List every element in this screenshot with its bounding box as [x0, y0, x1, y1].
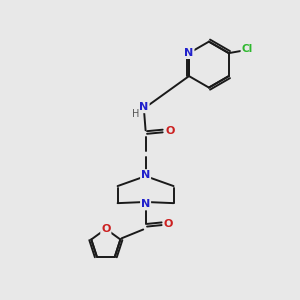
Text: O: O — [101, 224, 110, 234]
Text: N: N — [141, 200, 150, 209]
Text: O: O — [165, 126, 174, 136]
Text: H: H — [132, 109, 140, 119]
Text: N: N — [141, 170, 150, 180]
Text: Cl: Cl — [242, 44, 253, 54]
Text: O: O — [164, 219, 173, 229]
Text: N: N — [184, 48, 194, 58]
Text: N: N — [140, 102, 149, 112]
